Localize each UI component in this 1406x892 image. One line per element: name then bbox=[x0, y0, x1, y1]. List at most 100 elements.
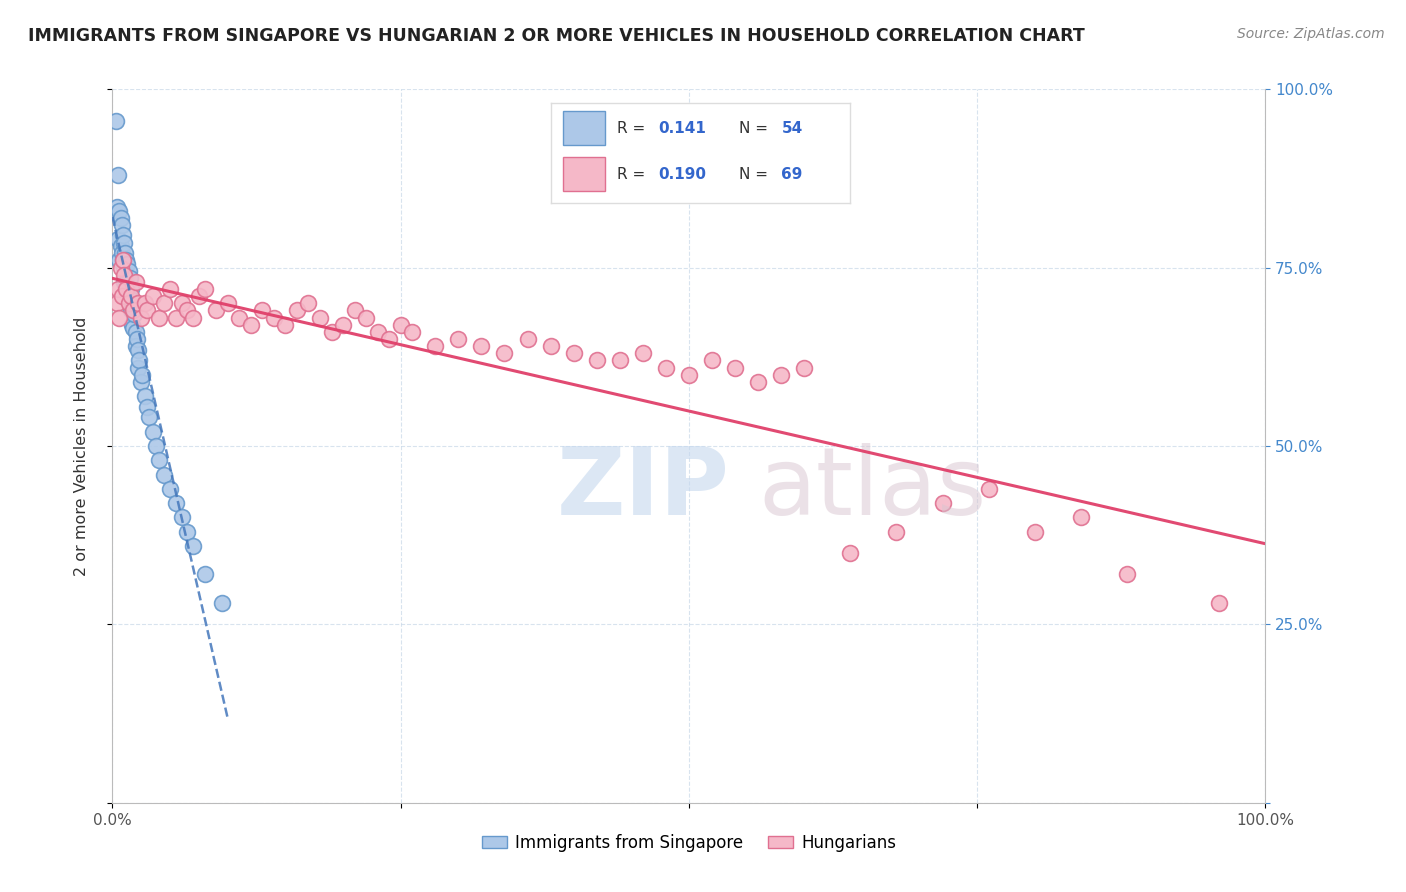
Point bbox=[115, 253, 138, 268]
Point bbox=[470, 339, 492, 353]
Point bbox=[108, 203, 131, 218]
Point bbox=[170, 296, 193, 310]
Point bbox=[1070, 510, 1092, 524]
Point bbox=[107, 232, 129, 246]
Point bbox=[211, 596, 233, 610]
Point bbox=[1208, 596, 1230, 610]
Point bbox=[129, 375, 153, 389]
Point bbox=[793, 360, 815, 375]
Point bbox=[159, 282, 181, 296]
Point bbox=[389, 318, 412, 332]
Point bbox=[194, 282, 217, 296]
Point bbox=[297, 296, 319, 310]
Point bbox=[128, 353, 150, 368]
Point bbox=[700, 353, 723, 368]
Point bbox=[148, 310, 170, 325]
Point bbox=[447, 332, 470, 346]
Text: atlas: atlas bbox=[758, 442, 987, 535]
Point bbox=[120, 303, 142, 318]
Point bbox=[125, 332, 148, 346]
Point bbox=[122, 300, 145, 314]
Point bbox=[309, 310, 332, 325]
Point bbox=[165, 496, 187, 510]
Point bbox=[107, 282, 129, 296]
Point bbox=[114, 268, 136, 282]
Point bbox=[112, 235, 135, 250]
Point bbox=[181, 310, 204, 325]
Point bbox=[655, 360, 678, 375]
Point bbox=[122, 303, 145, 318]
Point bbox=[176, 524, 198, 539]
Point bbox=[886, 524, 908, 539]
Point bbox=[165, 310, 187, 325]
Point bbox=[194, 567, 217, 582]
Point bbox=[117, 282, 139, 296]
Point bbox=[117, 296, 139, 310]
Point bbox=[176, 303, 198, 318]
Point bbox=[124, 307, 146, 321]
Point bbox=[977, 482, 1000, 496]
Point bbox=[121, 293, 143, 307]
Point bbox=[117, 285, 139, 300]
Text: ZIP: ZIP bbox=[557, 442, 730, 535]
Point bbox=[747, 375, 769, 389]
Point bbox=[127, 360, 149, 375]
Point bbox=[1116, 567, 1139, 582]
Point bbox=[401, 325, 423, 339]
Point bbox=[122, 321, 145, 335]
Point bbox=[217, 296, 239, 310]
Point bbox=[111, 246, 134, 260]
Point bbox=[112, 260, 135, 275]
Point bbox=[378, 332, 401, 346]
Point bbox=[181, 539, 204, 553]
Point bbox=[153, 296, 176, 310]
Point bbox=[153, 467, 176, 482]
Point bbox=[136, 303, 159, 318]
Point bbox=[121, 318, 143, 332]
Point bbox=[136, 400, 159, 414]
Point bbox=[770, 368, 793, 382]
Point bbox=[110, 211, 132, 225]
Point bbox=[127, 343, 149, 357]
Point bbox=[107, 168, 129, 182]
Point bbox=[631, 346, 654, 360]
Legend: Immigrants from Singapore, Hungarians: Immigrants from Singapore, Hungarians bbox=[475, 828, 903, 859]
Point bbox=[108, 253, 131, 268]
Point bbox=[111, 228, 134, 243]
Point bbox=[120, 289, 142, 303]
Point bbox=[124, 339, 146, 353]
Point bbox=[321, 325, 343, 339]
Point bbox=[111, 253, 134, 268]
Point bbox=[205, 303, 228, 318]
Point bbox=[239, 318, 262, 332]
Point bbox=[110, 239, 132, 253]
Point bbox=[111, 253, 134, 268]
Y-axis label: 2 or more Vehicles in Household: 2 or more Vehicles in Household bbox=[75, 317, 89, 575]
Point bbox=[839, 546, 862, 560]
Point bbox=[145, 439, 167, 453]
Point bbox=[228, 310, 250, 325]
Point bbox=[111, 289, 134, 303]
Point bbox=[115, 282, 138, 296]
Point bbox=[105, 296, 128, 310]
Point bbox=[585, 353, 607, 368]
Text: IMMIGRANTS FROM SINGAPORE VS HUNGARIAN 2 OR MORE VEHICLES IN HOUSEHOLD CORRELATI: IMMIGRANTS FROM SINGAPORE VS HUNGARIAN 2… bbox=[28, 27, 1085, 45]
Point bbox=[274, 318, 297, 332]
Point bbox=[131, 368, 153, 382]
Point bbox=[104, 114, 127, 128]
Point bbox=[252, 303, 274, 318]
Point bbox=[134, 389, 156, 403]
Text: Source: ZipAtlas.com: Source: ZipAtlas.com bbox=[1237, 27, 1385, 41]
Point bbox=[118, 296, 141, 310]
Point bbox=[678, 368, 700, 382]
Point bbox=[117, 264, 139, 278]
Point bbox=[138, 410, 160, 425]
Point bbox=[142, 289, 165, 303]
Point bbox=[540, 339, 562, 353]
Point bbox=[124, 325, 146, 339]
Point bbox=[354, 310, 377, 325]
Point bbox=[105, 200, 128, 214]
Point bbox=[110, 260, 132, 275]
Point bbox=[117, 257, 139, 271]
Point bbox=[562, 346, 585, 360]
